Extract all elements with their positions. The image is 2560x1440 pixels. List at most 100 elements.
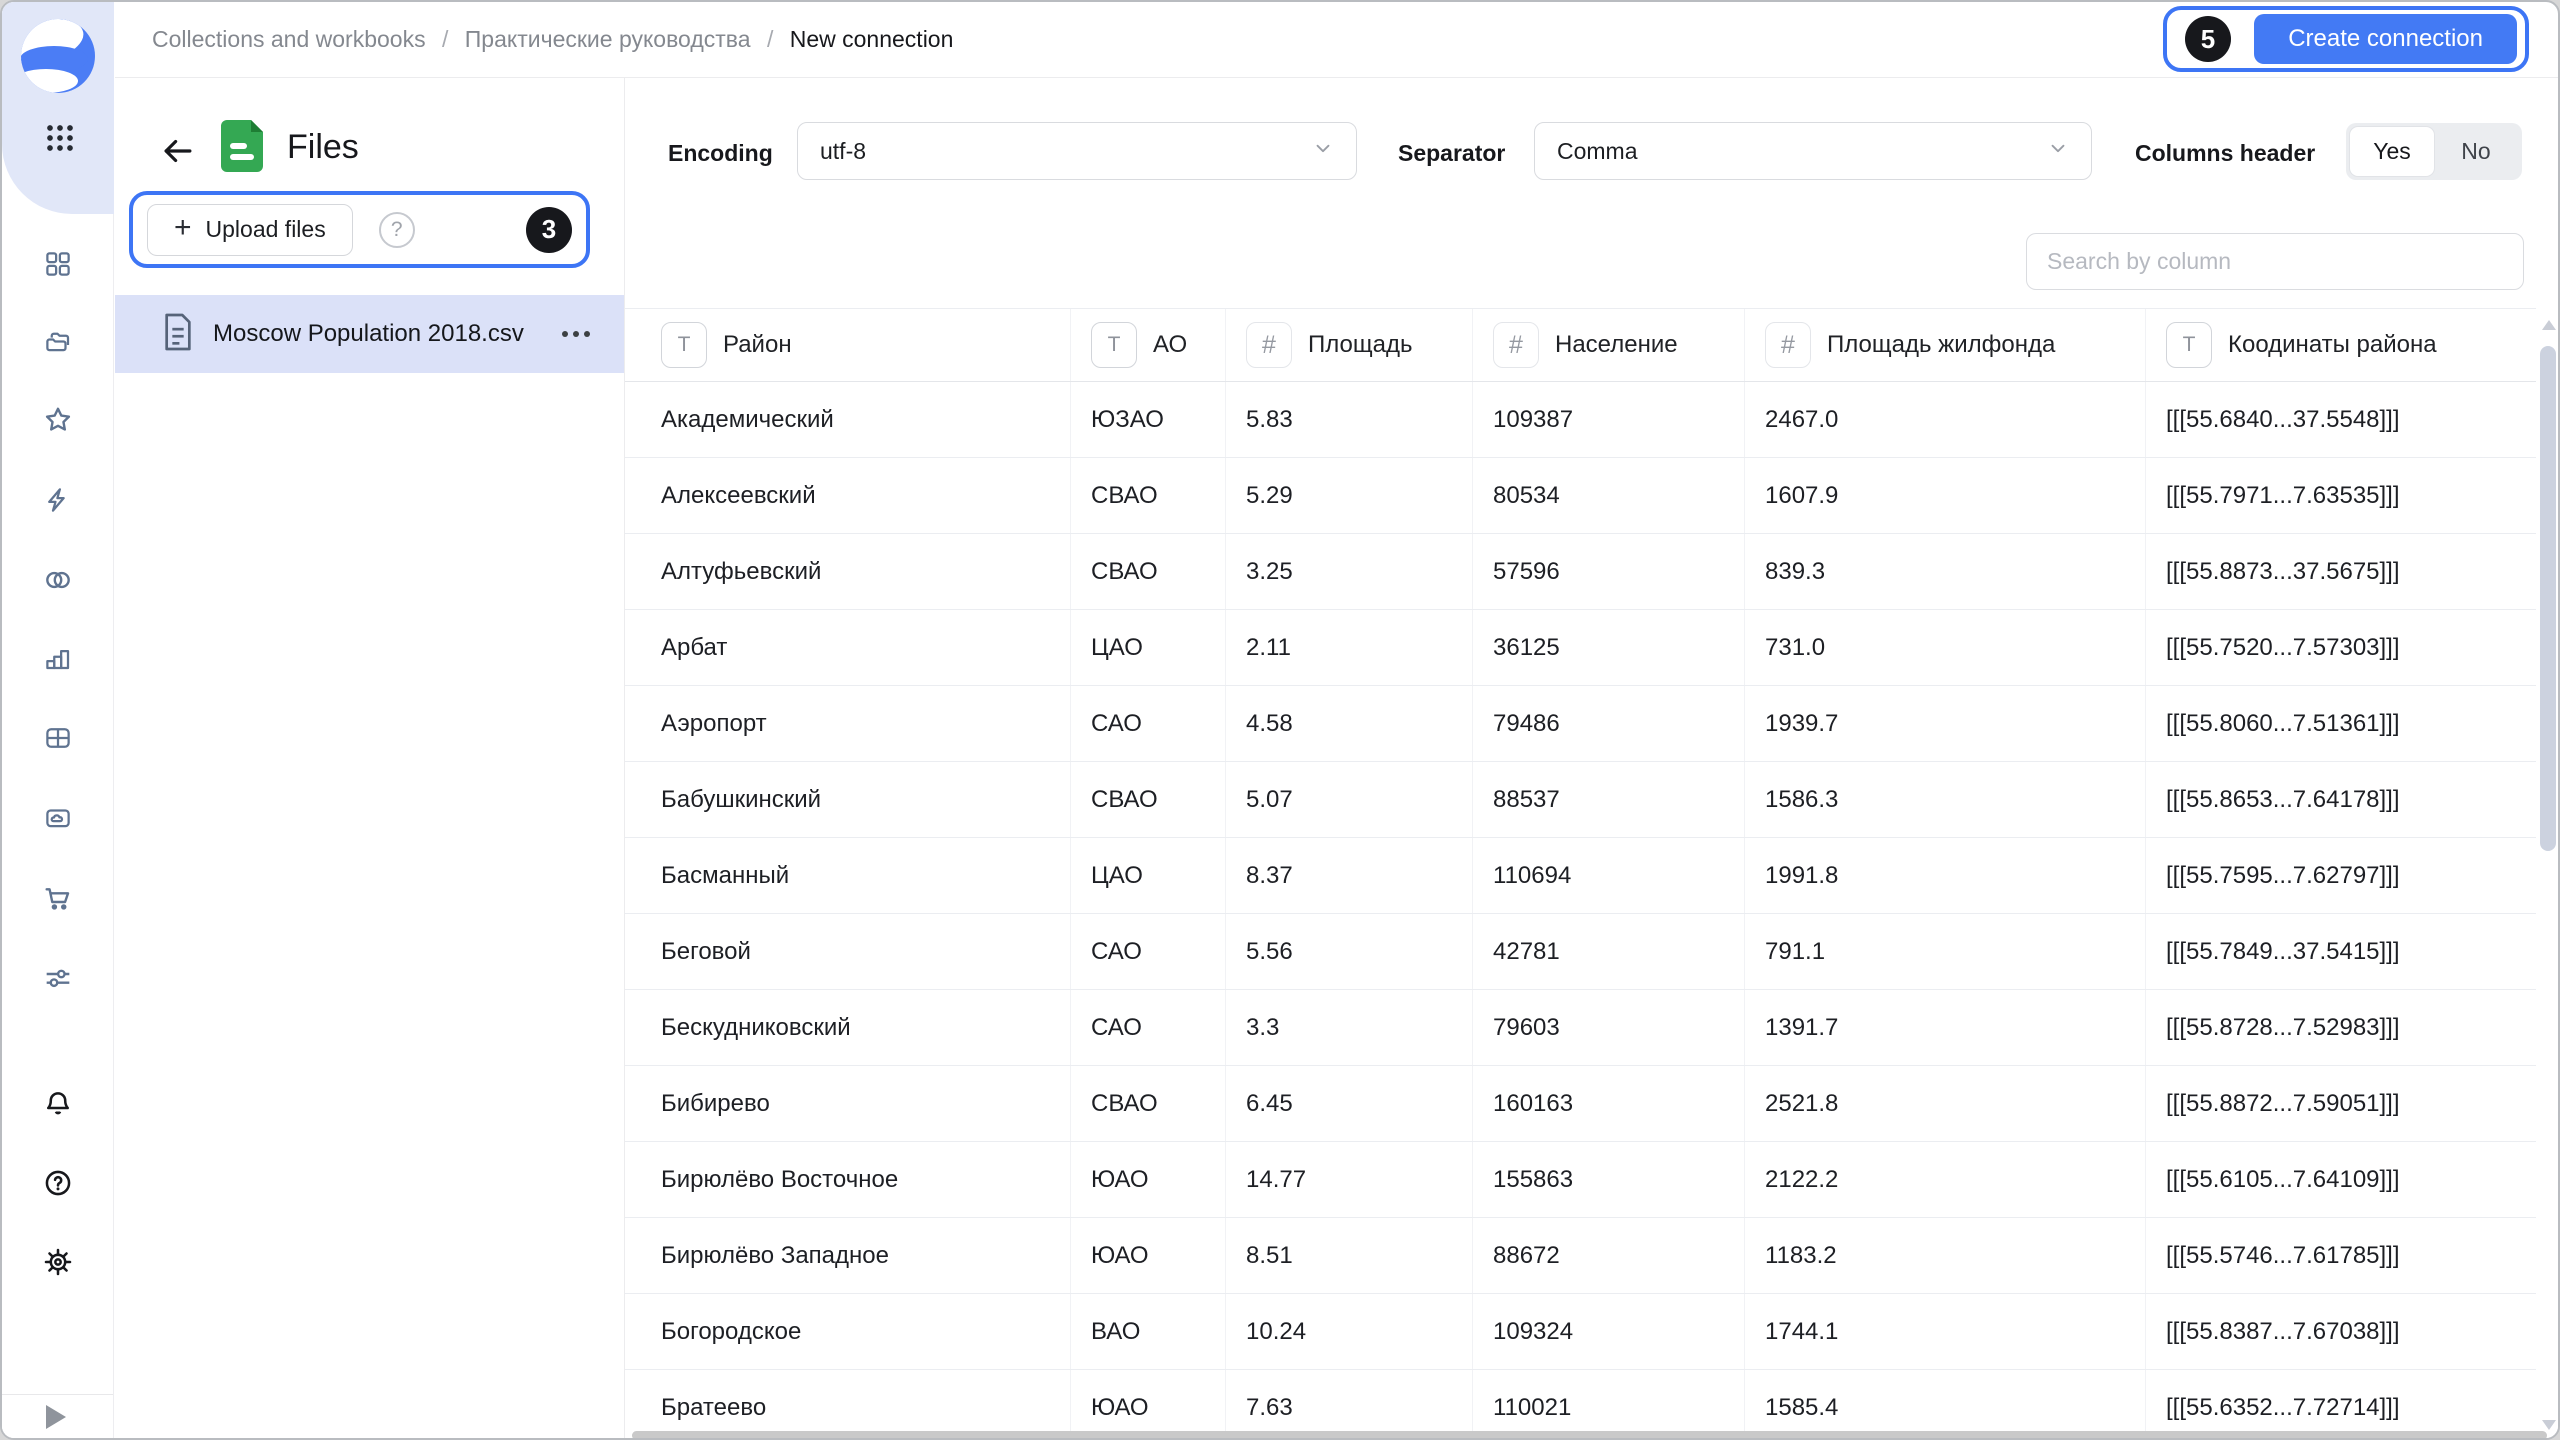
toggle-no[interactable]: No bbox=[2461, 138, 2491, 164]
toggle-yes[interactable]: Yes bbox=[2350, 127, 2434, 176]
table-cell: 110021 bbox=[1473, 1370, 1745, 1438]
scroll-down-icon[interactable] bbox=[2542, 1420, 2556, 1430]
table-cell: [[[55.7971...7.63535]]] bbox=[2166, 481, 2400, 509]
linked-circles-icon[interactable] bbox=[36, 558, 80, 602]
separator-select[interactable]: Comma bbox=[1534, 122, 2092, 180]
files-panel: Files + Upload files ? 3 Moscow Populati… bbox=[115, 78, 624, 1438]
notifications-bell-icon[interactable] bbox=[36, 1082, 80, 1126]
table-grid-icon[interactable] bbox=[36, 716, 80, 760]
table-cell: ВАО bbox=[1071, 1294, 1226, 1369]
table-cell: Арбат bbox=[625, 610, 1071, 685]
file-list-item[interactable]: Moscow Population 2018.csv bbox=[115, 295, 624, 373]
search-input[interactable] bbox=[2026, 233, 2524, 290]
file-more-menu-icon[interactable] bbox=[562, 331, 590, 337]
column-header-0[interactable]: T Район bbox=[625, 309, 1071, 381]
table-row: Алтуфьевский СВАО 3.25 57596 839.3 [[[55.8873… bbox=[625, 534, 2536, 610]
sliders-icon[interactable] bbox=[36, 956, 80, 1000]
text-type-icon: T bbox=[1091, 322, 1137, 368]
table-cell: 88672 bbox=[1473, 1218, 1745, 1293]
table-cell: Бибирево bbox=[625, 1066, 1071, 1141]
left-rail bbox=[2, 2, 114, 1438]
table-cell: Бирюлёво Западное bbox=[625, 1218, 1071, 1293]
table-cell: 1586.3 bbox=[1745, 762, 2146, 837]
column-header-2[interactable]: # Площадь bbox=[1226, 309, 1473, 381]
columns-header-label: Columns header bbox=[2135, 140, 2316, 166]
collections-icon[interactable] bbox=[36, 320, 80, 364]
column-header-3[interactable]: # Население bbox=[1473, 309, 1745, 381]
number-type-icon: # bbox=[1765, 322, 1811, 368]
table-cell: Бескудниковский bbox=[625, 990, 1071, 1065]
table-row: Беговой САО 5.56 42781 791.1 [[[55.7849...37.… bbox=[625, 914, 2536, 990]
breadcrumb-folder[interactable]: Практические руководства bbox=[464, 26, 751, 52]
media-folder-icon[interactable] bbox=[36, 796, 80, 840]
column-header-label: Площадь жилфонда bbox=[1827, 331, 2056, 358]
table-row: Аэропорт САО 4.58 79486 1939.7 [[[55.8060...7… bbox=[625, 686, 2536, 762]
table-cell: ЦАО bbox=[1071, 610, 1226, 685]
table-cell: САО bbox=[1071, 686, 1226, 761]
encoding-select[interactable]: utf-8 bbox=[797, 122, 1357, 180]
breadcrumb-collections[interactable]: Collections and workbooks bbox=[152, 26, 426, 52]
table-cell: 80534 bbox=[1473, 458, 1745, 533]
table-cell: 5.56 bbox=[1226, 914, 1473, 989]
text-type-icon: T bbox=[661, 322, 707, 368]
scroll-up-icon[interactable] bbox=[2542, 320, 2556, 330]
dashboard-icon[interactable] bbox=[36, 242, 80, 286]
table-row: Басманный ЦАО 8.37 110694 1991.8 [[[55.7595..… bbox=[625, 838, 2536, 914]
lightning-icon[interactable] bbox=[36, 478, 80, 522]
apps-grid-icon[interactable] bbox=[38, 116, 82, 160]
table-cell: 8.51 bbox=[1226, 1218, 1473, 1293]
chevron-down-icon bbox=[2047, 137, 2069, 165]
table-cell: Бирюлёво Восточное bbox=[625, 1142, 1071, 1217]
annotation-badge-5: 5 bbox=[2185, 16, 2231, 62]
table-cell: 109324 bbox=[1473, 1294, 1745, 1369]
column-header-label: Площадь bbox=[1308, 331, 1413, 358]
file-name: Moscow Population 2018.csv bbox=[213, 320, 524, 347]
table-cell: ЮАО bbox=[1071, 1142, 1226, 1217]
table-cell: [[[55.6105...7.64109]]] bbox=[2166, 1165, 2400, 1193]
create-connection-button[interactable]: Create connection bbox=[2254, 14, 2517, 64]
table-cell: ЮАО bbox=[1071, 1218, 1226, 1293]
favorites-star-icon[interactable] bbox=[36, 398, 80, 442]
help-icon[interactable] bbox=[36, 1161, 80, 1205]
column-header-5[interactable]: T Коодинаты района bbox=[2146, 309, 2536, 381]
table-cell: [[[55.8872...7.59051]]] bbox=[2166, 1089, 2400, 1117]
plus-icon: + bbox=[174, 211, 192, 244]
upload-files-button[interactable]: + Upload files bbox=[147, 203, 353, 256]
table-cell: 1585.4 bbox=[1745, 1370, 2146, 1438]
bar-chart-icon[interactable] bbox=[36, 636, 80, 680]
number-type-icon: # bbox=[1493, 322, 1539, 368]
text-type-icon: T bbox=[2166, 322, 2212, 368]
table-cell: 155863 bbox=[1473, 1142, 1745, 1217]
upload-files-label: Upload files bbox=[205, 216, 326, 242]
table-cell: 1607.9 bbox=[1745, 458, 2146, 533]
table-cell: САО bbox=[1071, 914, 1226, 989]
upload-help-icon[interactable]: ? bbox=[378, 211, 415, 248]
column-header-1[interactable]: T АО bbox=[1071, 309, 1226, 381]
table-cell: 4.58 bbox=[1226, 686, 1473, 761]
scrollbar-thumb[interactable] bbox=[2540, 346, 2556, 851]
table-cell: [[[55.5746...7.61785]]] bbox=[2166, 1241, 2400, 1269]
expand-icon[interactable] bbox=[46, 1405, 66, 1429]
table-cell: [[[55.8060...7.51361]]] bbox=[2166, 709, 2400, 737]
table-cell: [[[55.7849...37.5415]]] bbox=[2166, 937, 2400, 965]
csv-file-icon bbox=[161, 312, 195, 357]
table-cell: [[[55.6352...7.72714]]] bbox=[2166, 1393, 2400, 1421]
table-cell: 57596 bbox=[1473, 534, 1745, 609]
table-cell: 5.29 bbox=[1226, 458, 1473, 533]
table-cell: 1183.2 bbox=[1745, 1218, 2146, 1293]
settings-gear-icon[interactable] bbox=[36, 1240, 80, 1284]
table-cell: Аэропорт bbox=[625, 686, 1071, 761]
column-header-label: АО bbox=[1153, 331, 1188, 358]
column-header-4[interactable]: # Площадь жилфонда bbox=[1745, 309, 2146, 381]
table-cell: 731.0 bbox=[1745, 610, 2146, 685]
datalens-logo[interactable] bbox=[20, 18, 96, 94]
back-arrow-icon[interactable] bbox=[159, 132, 197, 170]
horizontal-scrollbar[interactable] bbox=[632, 1431, 2547, 1438]
table-cell: 2.11 bbox=[1226, 610, 1473, 685]
table-cell: 6.45 bbox=[1226, 1066, 1473, 1141]
encoding-value: utf-8 bbox=[820, 137, 867, 164]
vertical-scrollbar[interactable] bbox=[2536, 308, 2558, 1438]
table-cell: 1391.7 bbox=[1745, 990, 2146, 1065]
table-row: Бабушкинский СВАО 5.07 88537 1586.3 [[[55.865… bbox=[625, 762, 2536, 838]
cart-icon[interactable] bbox=[36, 876, 80, 920]
